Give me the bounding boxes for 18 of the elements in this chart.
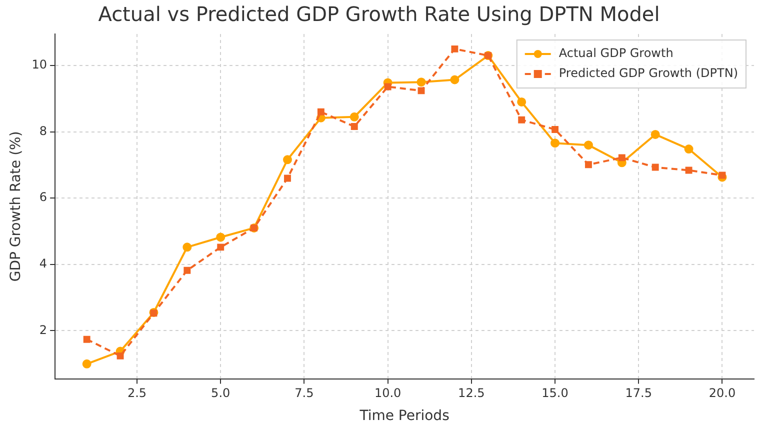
x-tick-label: 15.0 — [542, 386, 568, 400]
x-axis-title: Time Periods — [358, 408, 450, 424]
x-tick-label: 10.0 — [374, 386, 402, 400]
y-axis-title: GDP Growth Rate (%) — [8, 131, 24, 282]
x-tick-label: 2.5 — [127, 386, 147, 400]
x-tick-label: 5.0 — [211, 386, 230, 400]
x-tick-label: 12.5 — [458, 386, 485, 400]
y-tick-label: 4 — [39, 256, 48, 271]
legend-label: Actual GDP Growth — [558, 46, 674, 60]
y-tick-label: 2 — [39, 322, 48, 337]
y-tick-label: 6 — [39, 190, 48, 204]
x-tick-label: 7.5 — [294, 386, 314, 400]
x-tick-label: 17.5 — [625, 386, 652, 400]
y-tick-label: 8 — [39, 124, 48, 138]
chart-title: Actual vs Predicted GDP Growth Rate Using DPTN Model — [98, 2, 660, 26]
x-tick-label: 20.0 — [708, 386, 736, 400]
y-tick-label: 10 — [32, 58, 48, 72]
legend-label: Predicted GDP Growth (DPTN) — [558, 66, 738, 80]
